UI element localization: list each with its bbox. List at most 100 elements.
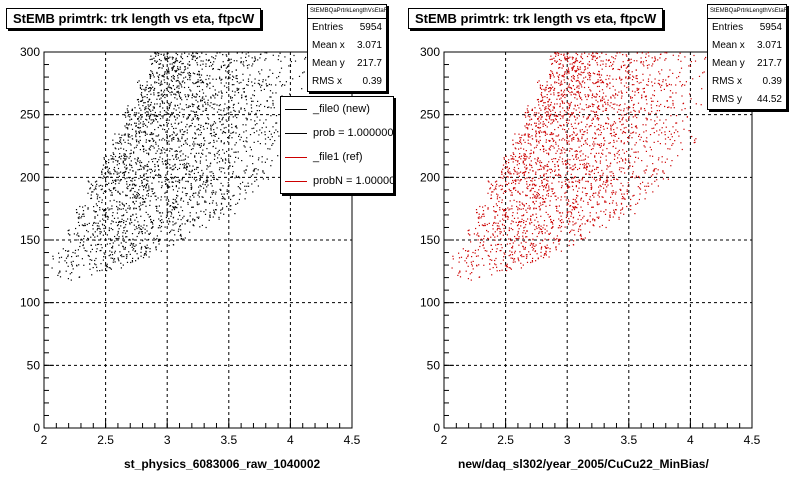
data-point <box>180 233 182 236</box>
data-point <box>170 211 172 214</box>
data-point <box>600 60 602 62</box>
data-point <box>138 194 140 196</box>
data-point <box>130 242 132 244</box>
data-point <box>495 185 497 187</box>
data-point <box>587 67 589 69</box>
data-point <box>245 192 247 194</box>
data-point <box>165 178 167 180</box>
data-point <box>211 185 213 187</box>
data-point <box>545 118 547 120</box>
data-point <box>125 254 127 256</box>
data-point <box>148 139 150 142</box>
data-point <box>531 109 533 111</box>
data-point <box>253 168 256 170</box>
data-point <box>529 218 532 220</box>
data-point <box>546 152 548 154</box>
data-point <box>201 224 203 226</box>
data-point <box>200 132 202 134</box>
data-point <box>173 78 175 80</box>
data-point <box>97 222 99 224</box>
data-point <box>173 65 175 67</box>
data-point <box>235 142 237 144</box>
data-point <box>580 229 582 231</box>
data-point <box>272 100 274 102</box>
data-point <box>156 98 158 100</box>
data-point <box>262 171 264 173</box>
data-point <box>141 92 143 94</box>
data-point <box>246 141 248 143</box>
data-point <box>578 94 580 96</box>
data-point <box>578 122 580 124</box>
data-point <box>119 179 122 181</box>
y-tick-label: 0 <box>33 421 40 435</box>
data-point <box>165 183 167 185</box>
data-point <box>159 105 161 107</box>
data-point <box>181 133 183 136</box>
data-point <box>231 126 233 129</box>
data-point <box>123 173 125 175</box>
stats-label: Mean x <box>312 40 345 51</box>
data-point <box>162 115 164 117</box>
data-point <box>553 107 555 109</box>
data-point <box>558 169 560 171</box>
data-point <box>487 238 490 240</box>
data-point <box>90 197 93 199</box>
data-point <box>582 176 584 179</box>
data-point <box>591 206 593 208</box>
data-point <box>269 148 271 150</box>
data-point <box>198 196 200 198</box>
data-point <box>519 137 521 139</box>
data-point <box>496 205 498 207</box>
data-point <box>129 184 131 186</box>
data-point <box>267 136 269 138</box>
data-point <box>278 55 280 57</box>
data-point <box>157 165 159 167</box>
data-point <box>604 140 606 142</box>
data-point <box>599 79 601 81</box>
data-point <box>493 221 495 224</box>
data-point <box>51 267 53 269</box>
data-point <box>465 257 468 259</box>
data-point <box>517 232 519 234</box>
data-point <box>575 60 577 62</box>
data-point <box>570 211 572 214</box>
data-point <box>506 166 508 169</box>
data-point <box>491 191 493 193</box>
data-point <box>589 79 591 81</box>
data-point <box>571 155 574 157</box>
data-point <box>545 165 547 167</box>
data-point <box>190 54 193 56</box>
data-point <box>133 243 135 245</box>
data-point <box>122 232 124 234</box>
data-point <box>195 52 197 54</box>
data-point <box>542 166 544 168</box>
data-point <box>598 196 600 198</box>
data-point <box>155 205 157 207</box>
data-point <box>207 184 209 186</box>
data-point <box>187 72 189 74</box>
data-point <box>106 263 108 265</box>
data-point <box>185 126 187 128</box>
data-point <box>518 172 520 174</box>
data-point <box>134 250 136 253</box>
data-point <box>600 134 602 136</box>
data-point <box>603 143 605 145</box>
data-point <box>571 67 573 69</box>
data-point <box>172 217 174 219</box>
data-point <box>176 69 178 71</box>
data-point <box>605 78 607 81</box>
data-point <box>540 196 542 199</box>
data-point <box>188 126 190 128</box>
data-point <box>503 209 506 211</box>
data-point <box>501 188 503 190</box>
data-point <box>219 188 221 190</box>
data-point <box>169 159 171 161</box>
data-point <box>530 190 532 192</box>
data-point <box>186 132 188 134</box>
data-point <box>144 201 146 203</box>
data-point <box>467 254 469 256</box>
data-point <box>169 167 171 169</box>
data-point <box>592 52 594 54</box>
data-point <box>147 213 149 216</box>
data-point <box>249 155 251 157</box>
